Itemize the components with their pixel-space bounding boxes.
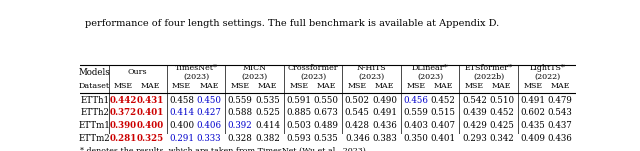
Text: 0.427: 0.427 [196,108,221,117]
Text: ETTh1: ETTh1 [80,96,109,105]
Text: ETTm2: ETTm2 [79,134,111,143]
Text: 0.291: 0.291 [169,134,194,143]
Text: 0.673: 0.673 [314,108,339,117]
Text: 0.325: 0.325 [137,134,164,143]
Text: 0.400: 0.400 [137,121,164,130]
Text: 0.382: 0.382 [255,134,280,143]
Text: MSE: MSE [172,82,191,90]
Text: 0.436: 0.436 [372,121,397,130]
Text: Crossformer
(2023): Crossformer (2023) [288,64,339,80]
Text: 0.350: 0.350 [403,134,428,143]
Text: Ours: Ours [128,68,147,76]
Text: Dataset: Dataset [79,82,110,90]
Text: 0.346: 0.346 [345,134,370,143]
Text: 0.885: 0.885 [286,108,311,117]
Text: TimesNet*
(2023): TimesNet* (2023) [175,64,218,80]
Text: 0.293: 0.293 [462,134,486,143]
Text: 0.543: 0.543 [548,108,573,117]
Text: 0.490: 0.490 [372,96,397,105]
Text: 0.414: 0.414 [255,121,280,130]
Text: 0.401: 0.401 [137,108,164,117]
Text: 0.550: 0.550 [314,96,339,105]
Text: 0.333: 0.333 [196,134,221,143]
Text: 0.409: 0.409 [520,134,545,143]
Text: LightTS*
(2022): LightTS* (2022) [529,64,565,80]
Text: 0.425: 0.425 [489,121,514,130]
Text: 0.535: 0.535 [314,134,339,143]
Text: MSE: MSE [113,82,132,90]
Text: MAE: MAE [316,82,336,90]
Text: MSE: MSE [289,82,308,90]
Text: N-HiTS
(2023): N-HiTS (2023) [357,64,387,80]
Text: 0.400: 0.400 [169,121,195,130]
Text: MSE: MSE [230,82,250,90]
Text: MAE: MAE [141,82,160,90]
Text: MSE: MSE [406,82,426,90]
Text: 0.342: 0.342 [489,134,514,143]
Text: 0.559: 0.559 [403,108,428,117]
Text: DLinear*
(2023): DLinear* (2023) [412,64,449,80]
Text: 0.525: 0.525 [255,108,280,117]
Text: performance of four length settings. The full benchmark is available at Appendix: performance of four length settings. The… [85,19,499,28]
Text: MAE: MAE [199,82,219,90]
Text: 0.535: 0.535 [255,96,280,105]
Text: * denotes the results, which are taken from TimesNet (Wu et al., 2023).: * denotes the results, which are taken f… [81,147,369,151]
Text: MICN
(2023): MICN (2023) [241,64,268,80]
Text: 0.545: 0.545 [345,108,370,117]
Text: MAE: MAE [492,82,511,90]
Text: 0.593: 0.593 [286,134,311,143]
Text: 0.479: 0.479 [548,96,573,105]
Text: MAE: MAE [433,82,453,90]
Text: 0.414: 0.414 [169,108,194,117]
Text: 0.588: 0.588 [228,108,253,117]
Text: 0.502: 0.502 [345,96,370,105]
Text: 0.515: 0.515 [431,108,456,117]
Text: MSE: MSE [465,82,484,90]
Text: ETSformer*
(2022b): ETSformer* (2022b) [465,64,513,80]
Text: 0.407: 0.407 [431,121,456,130]
Text: ETTh2: ETTh2 [80,108,109,117]
Text: 0.450: 0.450 [196,96,221,105]
Text: 0.406: 0.406 [196,121,221,130]
Text: 0.503: 0.503 [286,121,311,130]
Text: 0.456: 0.456 [403,96,428,105]
Text: 0.436: 0.436 [548,134,573,143]
Text: 0.383: 0.383 [372,134,397,143]
Text: MSE: MSE [348,82,367,90]
Text: 0.559: 0.559 [228,96,253,105]
Text: 0.442: 0.442 [109,96,137,105]
Text: 0.392: 0.392 [228,121,253,130]
Text: 0.429: 0.429 [462,121,487,130]
Text: 0.328: 0.328 [228,134,253,143]
Text: 0.452: 0.452 [489,108,514,117]
Text: 0.602: 0.602 [520,108,545,117]
Text: MAE: MAE [375,82,394,90]
Text: Models: Models [79,68,111,77]
Text: MAE: MAE [550,82,570,90]
Text: 0.281: 0.281 [109,134,137,143]
Text: 0.439: 0.439 [462,108,486,117]
Text: 0.491: 0.491 [372,108,397,117]
Text: 0.435: 0.435 [520,121,545,130]
Text: 0.591: 0.591 [286,96,311,105]
Text: 0.431: 0.431 [137,96,164,105]
Text: 0.491: 0.491 [520,96,545,105]
Text: 0.489: 0.489 [314,121,339,130]
Text: 0.458: 0.458 [169,96,194,105]
Text: MSE: MSE [524,82,543,90]
Text: ETTm1: ETTm1 [79,121,111,130]
Text: 0.372: 0.372 [109,108,137,117]
Text: 0.452: 0.452 [431,96,456,105]
Text: 0.390: 0.390 [109,121,137,130]
Text: 0.542: 0.542 [462,96,487,105]
Text: 0.428: 0.428 [345,121,370,130]
Text: 0.403: 0.403 [403,121,428,130]
Text: 0.510: 0.510 [489,96,514,105]
Text: MAE: MAE [258,82,277,90]
Text: 0.437: 0.437 [548,121,573,130]
Text: 0.401: 0.401 [431,134,456,143]
